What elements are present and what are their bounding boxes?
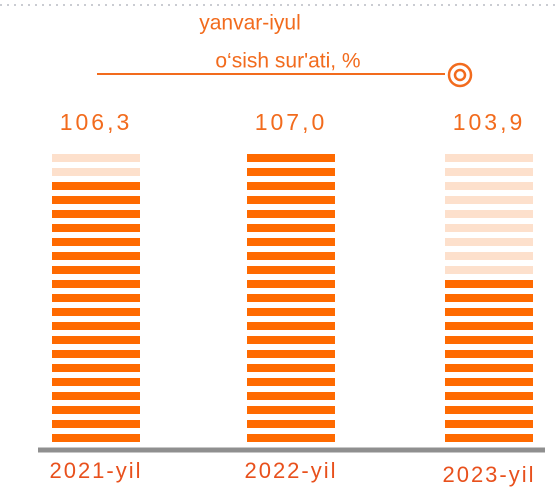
- x-tick-label: 2022-yil: [244, 458, 337, 483]
- value-label: 107,0: [255, 109, 328, 135]
- header-icon: [447, 62, 473, 88]
- value-label: 106,3: [60, 109, 133, 135]
- x-tick-label: 2021-yil: [49, 458, 142, 483]
- header-icon-inner: [453, 68, 467, 82]
- bar: [445, 279, 533, 442]
- value-label: 103,9: [453, 109, 526, 135]
- bar: [52, 179, 140, 442]
- x-tick-label: 2023-yil: [442, 462, 535, 487]
- chart-title: yanvar-iyul: [199, 12, 301, 35]
- bar: [247, 150, 335, 442]
- chart-subtitle: o‘sish sur'ati, %: [215, 50, 360, 73]
